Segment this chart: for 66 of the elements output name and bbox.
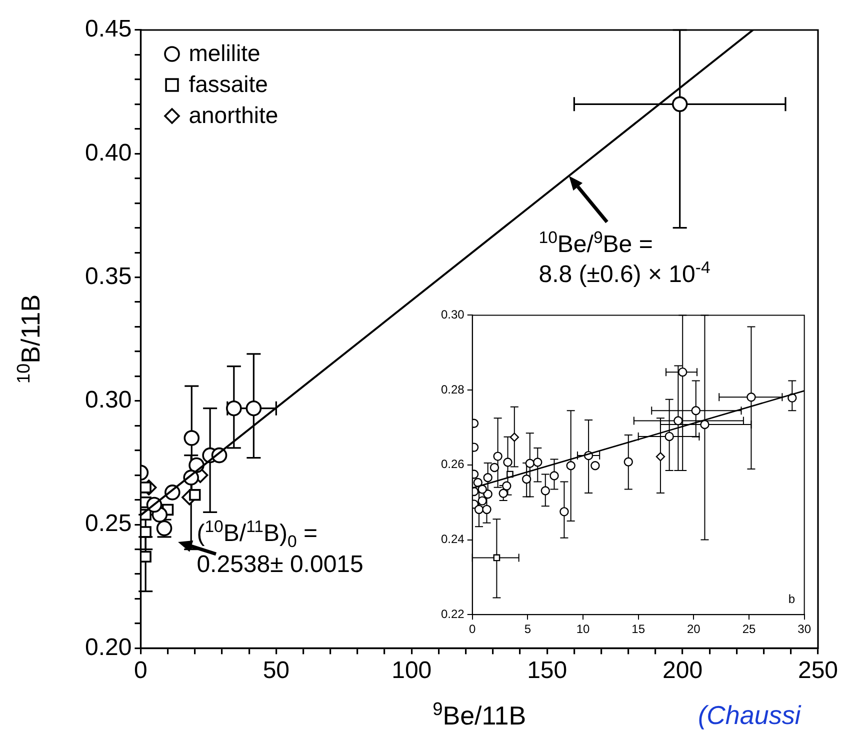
point bbox=[189, 489, 201, 501]
point bbox=[590, 461, 600, 470]
x-tick-label: 250 bbox=[798, 657, 838, 684]
y-tick-label: 0.24 bbox=[440, 532, 465, 546]
text: (Chaussi bbox=[698, 700, 801, 731]
point bbox=[226, 400, 242, 416]
point bbox=[525, 458, 534, 468]
point bbox=[483, 489, 492, 499]
x-tick-label: 10 bbox=[576, 622, 590, 636]
x-tick-label: 50 bbox=[262, 657, 290, 684]
point bbox=[746, 392, 756, 402]
annotation: b bbox=[788, 592, 795, 606]
x-axis-title: $^{9}$Be/11B bbox=[432, 699, 526, 732]
point bbox=[664, 432, 674, 442]
point bbox=[566, 461, 576, 470]
x-tick-label: 15 bbox=[632, 622, 646, 636]
x-tick-label: 100 bbox=[392, 657, 432, 684]
point bbox=[474, 504, 484, 514]
point bbox=[540, 486, 550, 496]
legend-label: melilite bbox=[188, 40, 260, 67]
x-tick-label: 0 bbox=[469, 622, 476, 636]
x-tick-label: 30 bbox=[798, 622, 812, 636]
point bbox=[140, 482, 152, 494]
x-tick-label: 5 bbox=[524, 622, 532, 636]
annotation: ($^{10}$B/$^{11}$B)$_{0}$ = 0.2538± 0.0015 bbox=[196, 517, 364, 579]
point bbox=[522, 474, 532, 484]
x-tick-label: 0 bbox=[134, 657, 148, 684]
point bbox=[533, 458, 542, 467]
y-tick-label: 0.45 bbox=[84, 16, 132, 43]
annotation: $^{10}$Be/$^{9}$Be = 8.8 (±0.6) × 10$^{-4}$ bbox=[538, 228, 710, 290]
y-tick-label: 0.35 bbox=[84, 262, 132, 290]
y-tick-label: 0.22 bbox=[440, 606, 465, 621]
x-tick-label: 20 bbox=[686, 622, 701, 636]
x-tick-label: 150 bbox=[527, 657, 568, 684]
point bbox=[624, 457, 633, 467]
point bbox=[700, 420, 710, 430]
y-tick-label: 0.20 bbox=[84, 634, 132, 661]
x-tick-label: 25 bbox=[742, 622, 756, 636]
point bbox=[478, 496, 487, 506]
y-tick-label: 0.30 bbox=[440, 308, 465, 322]
y-tick-label: 0.40 bbox=[84, 139, 132, 166]
point bbox=[503, 458, 512, 467]
legend-label: anorthite bbox=[188, 102, 278, 129]
point bbox=[498, 488, 508, 498]
point bbox=[672, 96, 688, 112]
point bbox=[246, 400, 262, 416]
point bbox=[482, 504, 492, 514]
point bbox=[691, 406, 700, 416]
y-tick-label: 0.26 bbox=[440, 457, 465, 472]
y-tick-label: 0.30 bbox=[84, 386, 132, 414]
point bbox=[490, 462, 500, 472]
point bbox=[550, 471, 559, 480]
point bbox=[184, 430, 200, 446]
point bbox=[493, 452, 502, 461]
x-tick-label: 200 bbox=[662, 657, 703, 684]
point bbox=[560, 507, 569, 516]
point bbox=[493, 554, 500, 562]
y-tick-label: 0.28 bbox=[440, 382, 465, 396]
point bbox=[678, 367, 688, 377]
y-tick-label: 0.25 bbox=[84, 510, 132, 538]
legend-label: fassaite bbox=[188, 71, 268, 98]
point bbox=[483, 473, 492, 482]
point bbox=[674, 416, 683, 426]
point bbox=[656, 452, 666, 462]
point bbox=[502, 481, 512, 490]
point bbox=[510, 432, 520, 442]
